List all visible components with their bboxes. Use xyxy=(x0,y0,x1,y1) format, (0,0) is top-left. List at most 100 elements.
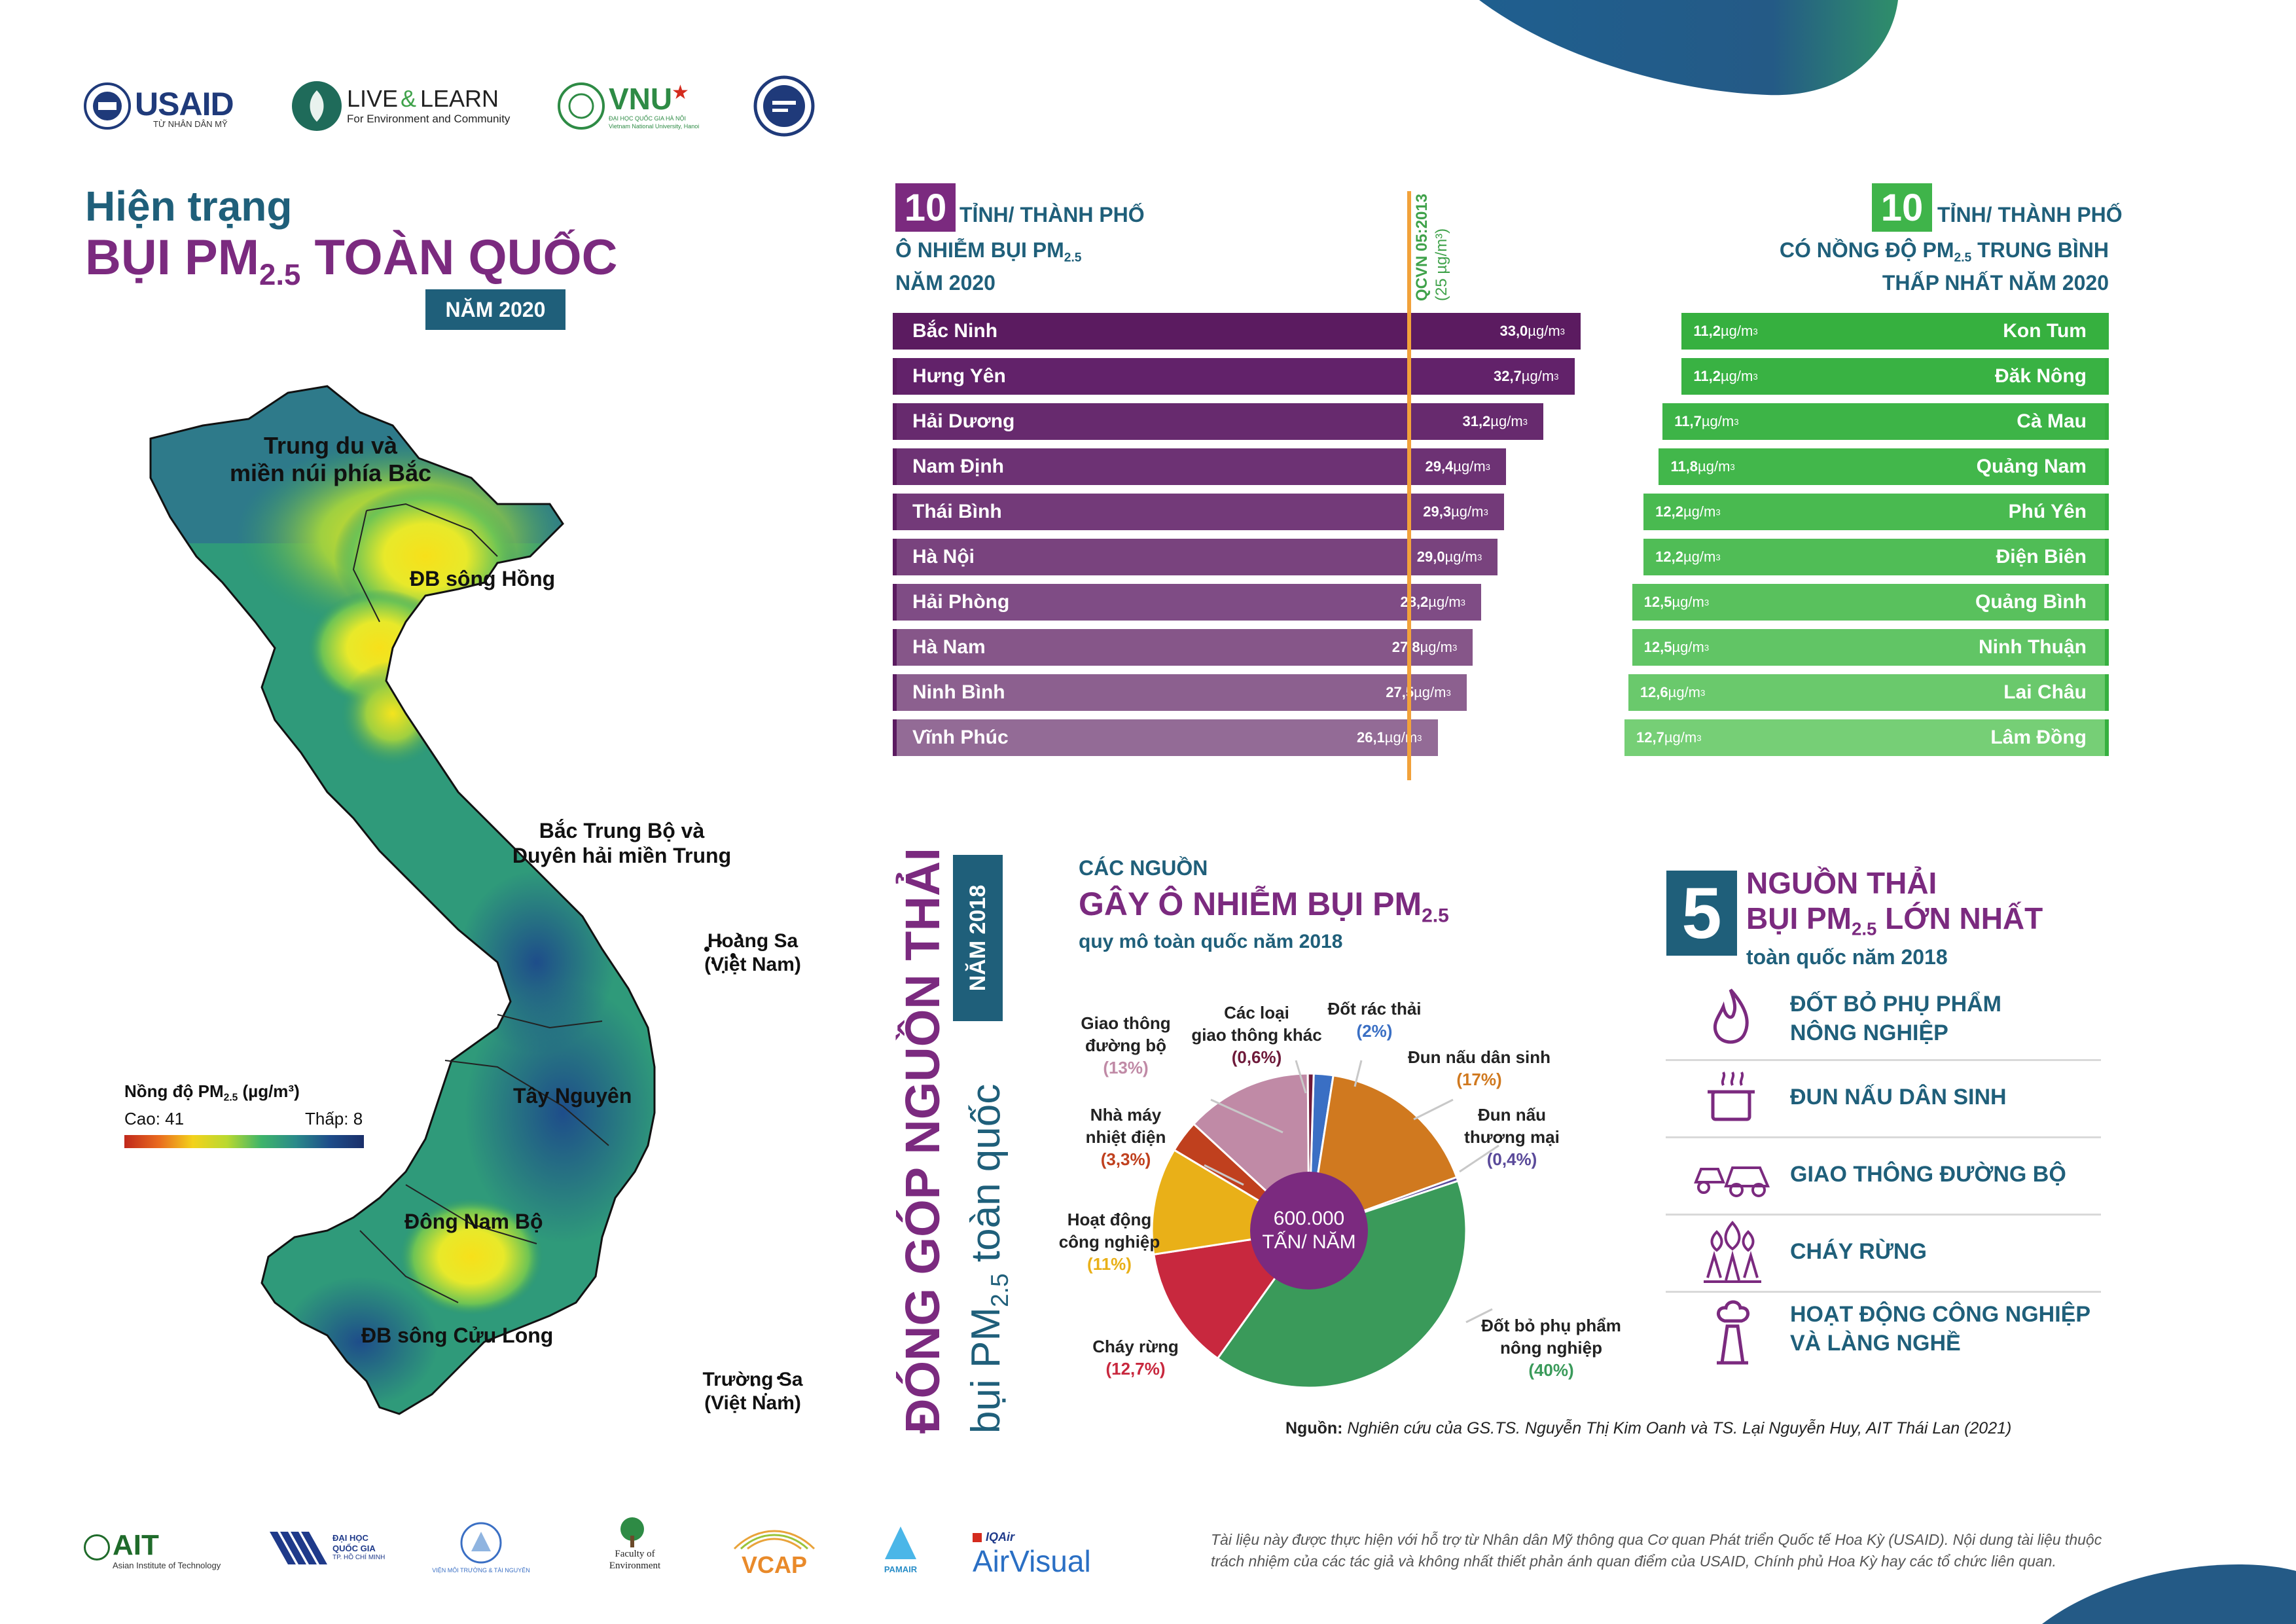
clean-bar-category: Cà Mau xyxy=(2017,410,2087,432)
clean-bar: Phú Yên 12,2 µg/m 3 xyxy=(1643,494,2109,530)
usaid-seal-icon xyxy=(84,82,131,130)
learn-word: LEARN xyxy=(420,85,499,112)
iqair-cross-icon xyxy=(973,1533,982,1542)
pie-label-forest-fire: Cháy rừng (12,7%) xyxy=(1080,1335,1191,1380)
top5-number: 5 xyxy=(1666,871,1737,956)
vcap-waves-icon xyxy=(733,1530,816,1550)
contribution-small-sub: 2.5 xyxy=(986,1273,1014,1308)
contribution-small-a: bụi PM xyxy=(963,1307,1009,1434)
clean-bar-value: 11,8 µg/m 3 xyxy=(1670,458,1735,475)
polluted-bar-value: 27,8 µg/m 3 xyxy=(1391,639,1458,655)
pie-label-commercial-name: Đun nấu xyxy=(1478,1105,1546,1125)
disclaimer: Tài liệu này được thực hiện với hỗ trợ t… xyxy=(1211,1529,2153,1572)
decor-bottom-blob xyxy=(2042,1564,2296,1624)
usaid-wordmark: USAID xyxy=(135,86,234,122)
legend-low-label: Thấp: 8 xyxy=(305,1109,363,1128)
polluted-bar: Hải Dương 31,2 µg/m 3 xyxy=(893,403,1543,440)
pie-label-waste: Đốt rác thải (2%) xyxy=(1316,998,1433,1042)
contribution-small-b: toàn quốc xyxy=(963,1083,1009,1274)
pie-label-road-name2: đường bộ xyxy=(1085,1036,1166,1055)
polluted-bar-category: Nam Định xyxy=(912,456,1005,477)
pie-label-forest-fire-name: Cháy rừng xyxy=(1092,1337,1179,1356)
pie-label-residential-pct: (17%) xyxy=(1456,1070,1502,1089)
vehicles-icon xyxy=(1694,1166,1770,1197)
pie-label-waste-name: Đốt rác thải xyxy=(1327,999,1422,1019)
flame-icon xyxy=(1713,988,1749,1044)
top5-title-l2a: BỤI PM xyxy=(1746,901,1852,935)
vnu-seal-icon xyxy=(558,82,605,130)
year-badge-2018-text: NĂM 2018 xyxy=(965,884,990,992)
ait-wordmark: AIT xyxy=(113,1529,159,1561)
contribution-vertical-big: ĐÓNG GÓP NGUỒN THẢI xyxy=(890,848,956,1434)
clean-title-line1: TỈNH/ THÀNH PHỐ xyxy=(1937,203,2123,226)
decor-top-blob xyxy=(1479,0,1898,96)
polluted-title-l2sub: 2.5 xyxy=(1064,251,1082,265)
clean-bar-value: 12,7 µg/m 3 xyxy=(1636,729,1702,746)
clean-bar: Đăk Nông 11,2 µg/m 3 xyxy=(1681,358,2109,395)
pie-label-other-transport-name: Các loại xyxy=(1224,1003,1289,1022)
pie-label-commercial: Đun nấu thương mại (0,4%) xyxy=(1453,1104,1571,1170)
clean-title-number: 10 xyxy=(1872,183,1932,232)
dhqg-l3: TP. HỒ CHÍ MINH xyxy=(332,1554,386,1561)
pie-label-agri-name2: nông nghiệp xyxy=(1500,1338,1602,1358)
iqair-wordmark: IQAir xyxy=(986,1530,1015,1543)
pie-label-agri: Đốt bỏ phụ phẩm nông nghiệp (40%) xyxy=(1466,1314,1636,1381)
pie-center-unit: TẤN/ NĂM xyxy=(1262,1231,1356,1253)
live-learn-tagline: For Environment and Community xyxy=(347,113,511,125)
region-line-1: Trung du và xyxy=(263,432,397,459)
clean-bar-value: 11,7 µg/m 3 xyxy=(1674,413,1739,429)
title-part-b: TOÀN QUỐC xyxy=(300,230,618,285)
page-title: BỤI PM2.5 TOÀN QUỐC xyxy=(85,229,618,292)
pie-label-other-transport-name2: giao thông khác xyxy=(1191,1025,1322,1045)
vnu-tagline-en: Vietnam National University, Hanoi xyxy=(609,123,700,130)
source-row-road: GIAO THÔNG ĐƯỜNG BỘ xyxy=(1666,1136,2101,1216)
threshold-unit-text: (25 µg/m³) xyxy=(1432,228,1450,301)
foe-logo: Faculty of Environment xyxy=(596,1516,674,1581)
source-forest-fire-l1: CHÁY RỪNG xyxy=(1790,1239,1927,1264)
clean-bar-category: Điện Biên xyxy=(1996,546,2087,568)
clean-bar-category: Ninh Thuận xyxy=(1979,636,2087,658)
ait-tagline: Asian Institute of Technology xyxy=(113,1561,221,1570)
source-agri-l1: ĐỐT BỎ PHỤ PHẨM xyxy=(1790,992,2001,1017)
vietnam-pm25-map xyxy=(149,385,787,1415)
disclaimer-line2: trách nhiệm của các tác giả và không nhấ… xyxy=(1211,1553,2056,1570)
year-badge-2020: NĂM 2020 xyxy=(425,289,565,330)
clean-bar: Lai Châu 12,6 µg/m 3 xyxy=(1628,674,2109,711)
pie-label-road-name: Giao thông xyxy=(1081,1013,1171,1033)
pie-label-residential-name: Đun nấu dân sinh xyxy=(1407,1047,1551,1067)
pie-center: 600.000 TẤN/ NĂM xyxy=(1250,1172,1368,1290)
island-line-4: (Việt Nam) xyxy=(704,1392,801,1414)
island-line-2: (Việt Nam) xyxy=(704,954,801,975)
leaf-circle-icon xyxy=(292,81,342,131)
polluted-bar-category: Vĩnh Phúc xyxy=(912,727,1009,748)
clean-bar: Quảng Bình 12,5 µg/m 3 xyxy=(1632,584,2109,621)
year-badge-2018: NĂM 2018 xyxy=(953,855,1003,1021)
pie-center-value: 600.000 xyxy=(1273,1208,1345,1229)
top5-title-line1: NGUỒN THẢI xyxy=(1746,866,1937,900)
factory-icon xyxy=(1717,1300,1749,1365)
polluted-bar: Nam Định 29,4 µg/m 3 xyxy=(893,448,1506,485)
pie-label-waste-pct: (2%) xyxy=(1356,1021,1393,1041)
vcap-logo: VCAP xyxy=(732,1519,817,1578)
threshold-line xyxy=(1407,191,1411,780)
partner-emblem-icon xyxy=(753,75,815,137)
vnu-star-icon: ★ xyxy=(672,82,689,103)
legend-title-sub: 2.5 xyxy=(223,1092,238,1104)
vmt-logo: VIỆN MÔI TRƯỜNG & TÀI NGUYÊN xyxy=(425,1521,537,1580)
island-label-truong-sa: Trường Sa (Việt Nam) xyxy=(681,1368,825,1415)
region-line-3: Bắc Trung Bộ và xyxy=(539,819,705,842)
clean-bar-value: 12,5 µg/m 3 xyxy=(1643,594,1710,610)
foe-tree-icon xyxy=(620,1517,644,1547)
clean-title-l2sub: 2.5 xyxy=(1954,251,1972,265)
polluted-bar: Hải Phòng 28,2 µg/m 3 xyxy=(893,584,1481,621)
pie-label-industry-pct: (11%) xyxy=(1087,1254,1132,1274)
foe-l1: Faculty of xyxy=(615,1549,655,1559)
polluted-bar: Bắc Ninh 33,0 µg/m 3 xyxy=(893,313,1581,350)
header-line1: Hiện trạng xyxy=(85,183,293,230)
polluted-bar: Hưng Yên 32,7 µg/m 3 xyxy=(893,358,1575,395)
clean-bar-category: Quảng Bình xyxy=(1975,591,2087,613)
source-road-l1: GIAO THÔNG ĐƯỜNG BỘ xyxy=(1790,1162,2066,1187)
clean-bar-category: Lai Châu xyxy=(2003,681,2087,703)
island-label-hoang-sa: Hoàng Sa (Việt Nam) xyxy=(681,929,825,977)
dhqg-hcm-logo: ĐẠI HỌC QUỐC GIA TP. HỒ CHÍ MINH xyxy=(270,1529,401,1568)
